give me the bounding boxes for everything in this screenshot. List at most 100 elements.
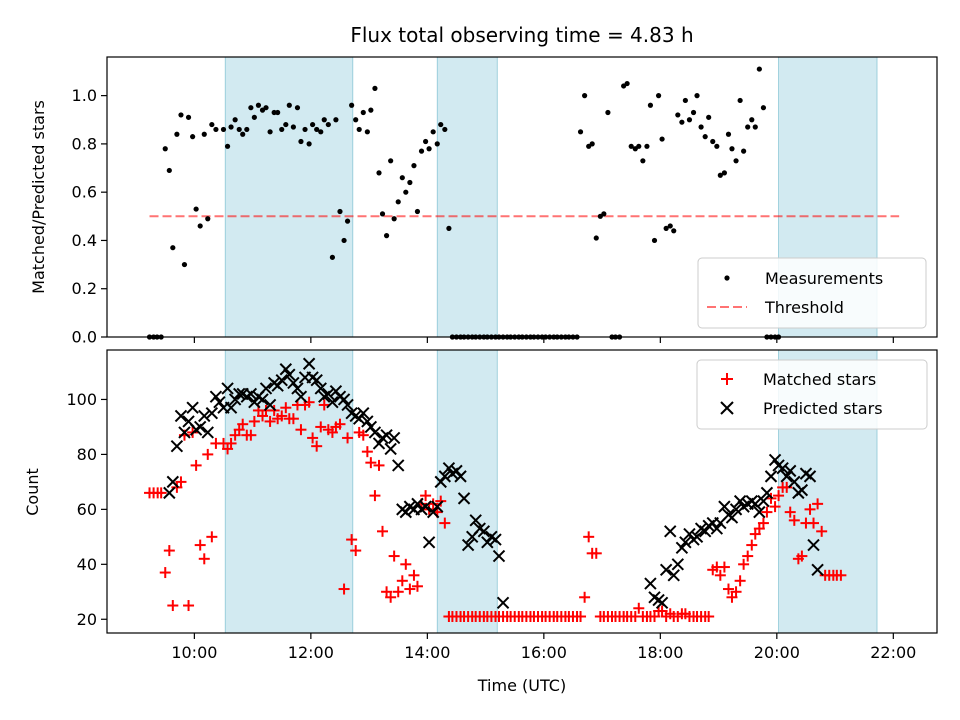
matched-star-point: [435, 495, 447, 507]
top-y-tick-label: 0.0: [72, 328, 97, 347]
measurement-point: [582, 93, 588, 99]
measurement-point: [181, 261, 188, 268]
measurement-point: [349, 102, 355, 108]
matched-star-point: [175, 476, 187, 488]
matched-star-point: [388, 550, 400, 562]
measurement-point: [318, 129, 324, 135]
measurement-point: [593, 235, 599, 241]
matched-star-point: [784, 506, 796, 518]
shaded-interval-1: [224, 56, 354, 338]
predicted-star-point: [364, 420, 378, 434]
predicted-star-point: [213, 395, 226, 409]
predicted-stars-points: [163, 357, 824, 609]
matched-star-point: [835, 569, 847, 581]
measurement-point: [364, 129, 370, 135]
predicted-star-point: [186, 401, 199, 414]
predicted-star-point: [667, 569, 680, 582]
measurement-point: [644, 143, 650, 149]
predicted-star-point: [496, 596, 510, 609]
measurement-point: [333, 117, 339, 123]
predicted-star-point: [337, 393, 351, 406]
measurement-point: [232, 117, 238, 123]
measurement-point: [442, 126, 448, 133]
matched-star-point: [155, 487, 167, 499]
bottom-axes-frame: [106, 349, 938, 634]
matched-star-point: [334, 418, 346, 430]
measurement-point: [741, 148, 747, 154]
x-tick-label: 14:00: [404, 643, 450, 662]
measurement-point: [391, 216, 397, 222]
matched-star-point: [350, 545, 362, 557]
predicted-star-point: [166, 475, 180, 489]
predicted-star-point: [322, 387, 335, 401]
measurement-point: [725, 131, 732, 137]
measurement-point: [201, 131, 207, 137]
predicted-star-point: [283, 368, 296, 381]
predicted-star-point: [795, 483, 809, 497]
matched-star-point: [318, 399, 330, 411]
legend-matched-marker: [721, 373, 733, 385]
measurement-point: [178, 112, 184, 118]
predicted-star-point: [357, 406, 370, 420]
matched-star-point: [338, 583, 350, 595]
matched-star-point: [734, 575, 746, 587]
matched-star-point: [167, 600, 179, 612]
matched-star-point: [773, 490, 785, 502]
measurement-point: [379, 211, 386, 217]
matched-star-point: [579, 591, 591, 603]
matched-star-point: [202, 448, 214, 460]
bottom-y-tick-label: 60: [77, 500, 97, 519]
measurement-point: [651, 237, 658, 244]
bottom-y-tick-label: 20: [77, 610, 97, 629]
predicted-star-point: [729, 503, 743, 516]
measurement-point: [310, 121, 316, 128]
measurement-point: [729, 146, 735, 152]
measurement-point: [298, 138, 304, 145]
measurement-point: [170, 245, 176, 251]
predicted-star-point: [271, 379, 284, 392]
predicted-star-point: [489, 533, 502, 546]
measurement-point: [577, 129, 584, 135]
matched-star-point: [194, 539, 206, 551]
matched-star-point: [268, 404, 280, 416]
top-legend: Measurements Threshold: [697, 257, 927, 329]
bottom-panel: 20 40 60 80 100 10:00 12:00 14:00 16:00 18:00 20:…: [23, 349, 938, 695]
predicted-star-point: [380, 428, 393, 442]
predicted-star-point: [784, 464, 797, 478]
top-axes-frame: [106, 56, 938, 338]
predicted-star-point: [457, 492, 471, 505]
top-y-tick-label: 0.6: [72, 183, 97, 202]
matched-star-point: [369, 490, 381, 502]
bottom-y-tick-label: 40: [77, 555, 97, 574]
matched-star-point: [190, 459, 202, 471]
matched-star-point: [590, 547, 602, 559]
predicted-star-point: [228, 393, 242, 406]
predicted-star-point: [664, 525, 677, 538]
measurement-point: [714, 143, 720, 149]
predicted-star-point: [780, 470, 793, 483]
predicted-star-point: [481, 536, 494, 549]
measurement-point: [360, 109, 366, 116]
measurement-point: [438, 121, 444, 128]
chart-title: Flux total observing time = 4.83 h: [350, 23, 693, 47]
matched-star-point: [808, 517, 820, 529]
legend-matched-label: Matched stars: [763, 370, 876, 389]
matched-star-point: [575, 611, 587, 623]
measurement-point: [294, 105, 301, 111]
predicted-star-point: [803, 470, 817, 483]
measurement-point: [752, 124, 758, 130]
predicted-star-point: [233, 387, 246, 401]
measurement-point: [267, 129, 273, 135]
measurement-point: [341, 237, 347, 244]
measurement-point: [702, 134, 708, 140]
measurement-point: [166, 167, 172, 174]
matched-star-point: [237, 418, 249, 430]
measurement-point: [426, 146, 432, 152]
measurement-point: [193, 206, 199, 212]
legend-threshold-label: Threshold: [764, 298, 844, 317]
measurement-point: [679, 119, 685, 125]
predicted-star-point: [263, 398, 277, 412]
matched-star-point: [703, 611, 715, 623]
measurement-point: [376, 170, 382, 176]
matched-star-point: [163, 545, 175, 557]
